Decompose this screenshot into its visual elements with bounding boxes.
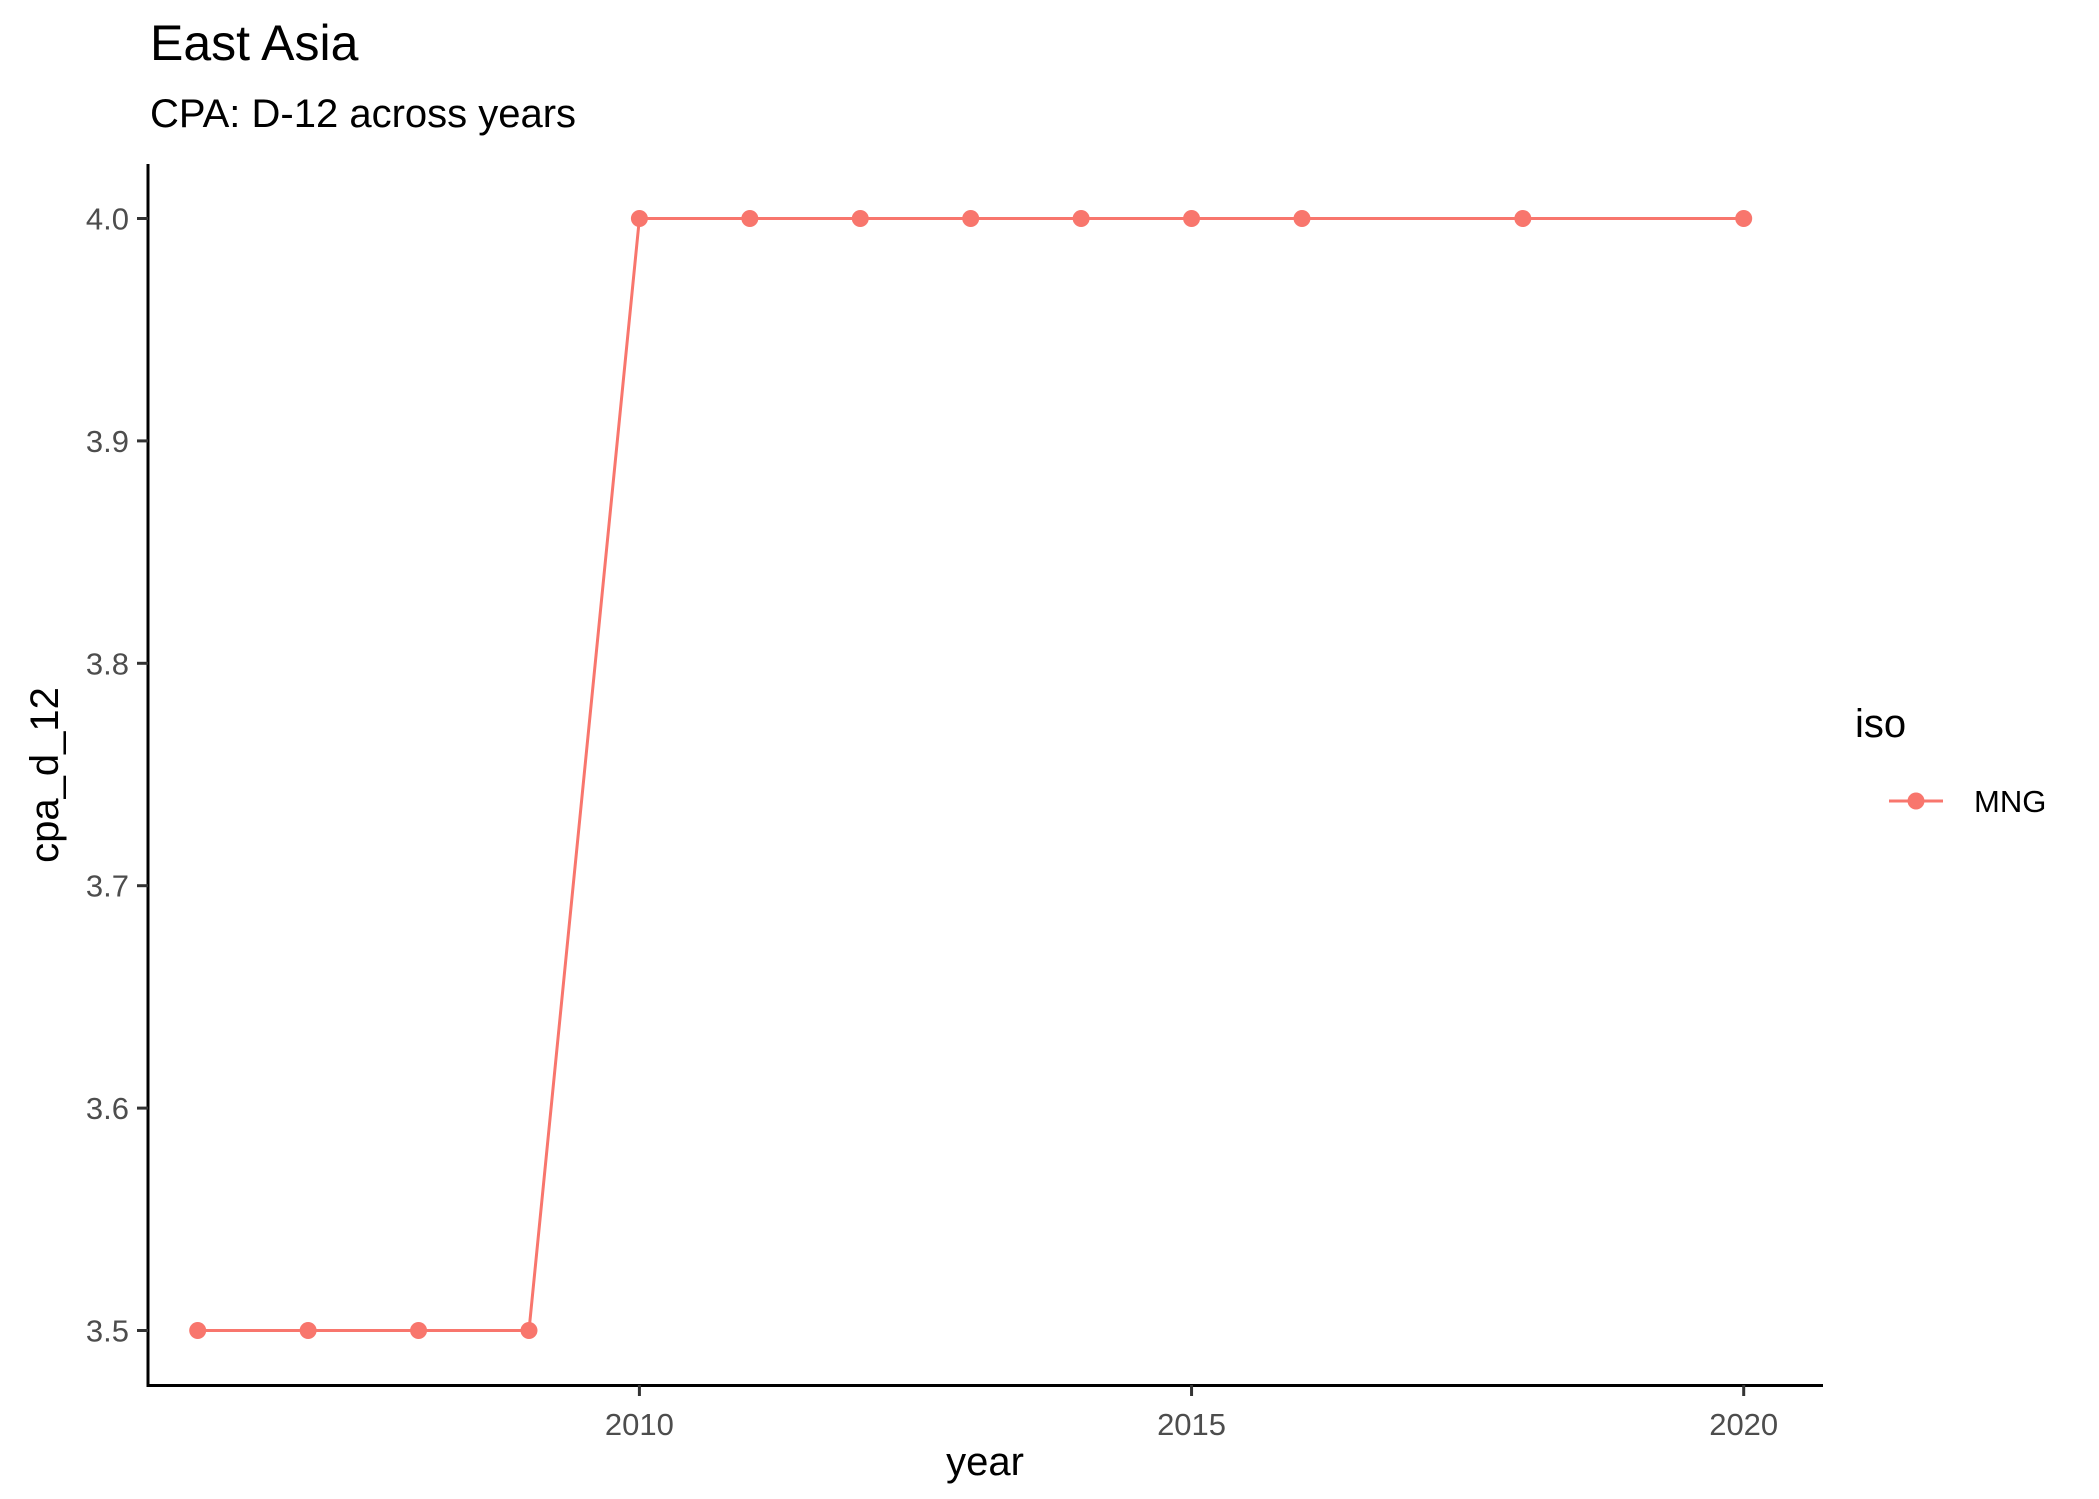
y-tick-label: 3.6: [86, 1091, 129, 1126]
legend-title: iso: [1855, 702, 1906, 746]
x-axis-ticks: 2010 2015 2020: [605, 1385, 1778, 1442]
data-point: [630, 209, 648, 227]
chart-title: East Asia: [150, 15, 359, 71]
y-axis-title: cpa_d_12: [23, 687, 67, 863]
data-point: [1293, 209, 1311, 227]
legend: iso MNG: [1855, 702, 2046, 819]
data-point: [1183, 209, 1201, 227]
chart-subtitle: CPA: D-12 across years: [150, 92, 576, 136]
legend-key: [1889, 792, 1943, 810]
x-tick-label: 2015: [1157, 1407, 1226, 1442]
y-tick-label: 3.7: [86, 869, 129, 904]
data-point: [1072, 209, 1090, 227]
data-point: [520, 1322, 538, 1340]
y-tick-label: 3.8: [86, 646, 129, 681]
data-point: [299, 1322, 317, 1340]
y-tick-label: 3.9: [86, 424, 129, 459]
x-axis-title: year: [946, 1440, 1024, 1484]
data-point: [1514, 209, 1532, 227]
x-tick-label: 2010: [605, 1407, 674, 1442]
data-point: [741, 209, 759, 227]
y-tick-label: 4.0: [86, 201, 129, 236]
plot-area: [189, 209, 1753, 1340]
x-tick-label: 2020: [1709, 1407, 1778, 1442]
data-point: [410, 1322, 428, 1340]
data-point: [851, 209, 869, 227]
legend-label: MNG: [1974, 784, 2046, 819]
legend-key-point: [1907, 792, 1925, 810]
y-axis-ticks: 3.5 3.6 3.7 3.8 3.9 4.0: [86, 201, 148, 1349]
data-point: [1735, 209, 1753, 227]
y-tick-label: 3.5: [86, 1314, 129, 1349]
data-point: [189, 1322, 207, 1340]
data-point: [962, 209, 980, 227]
